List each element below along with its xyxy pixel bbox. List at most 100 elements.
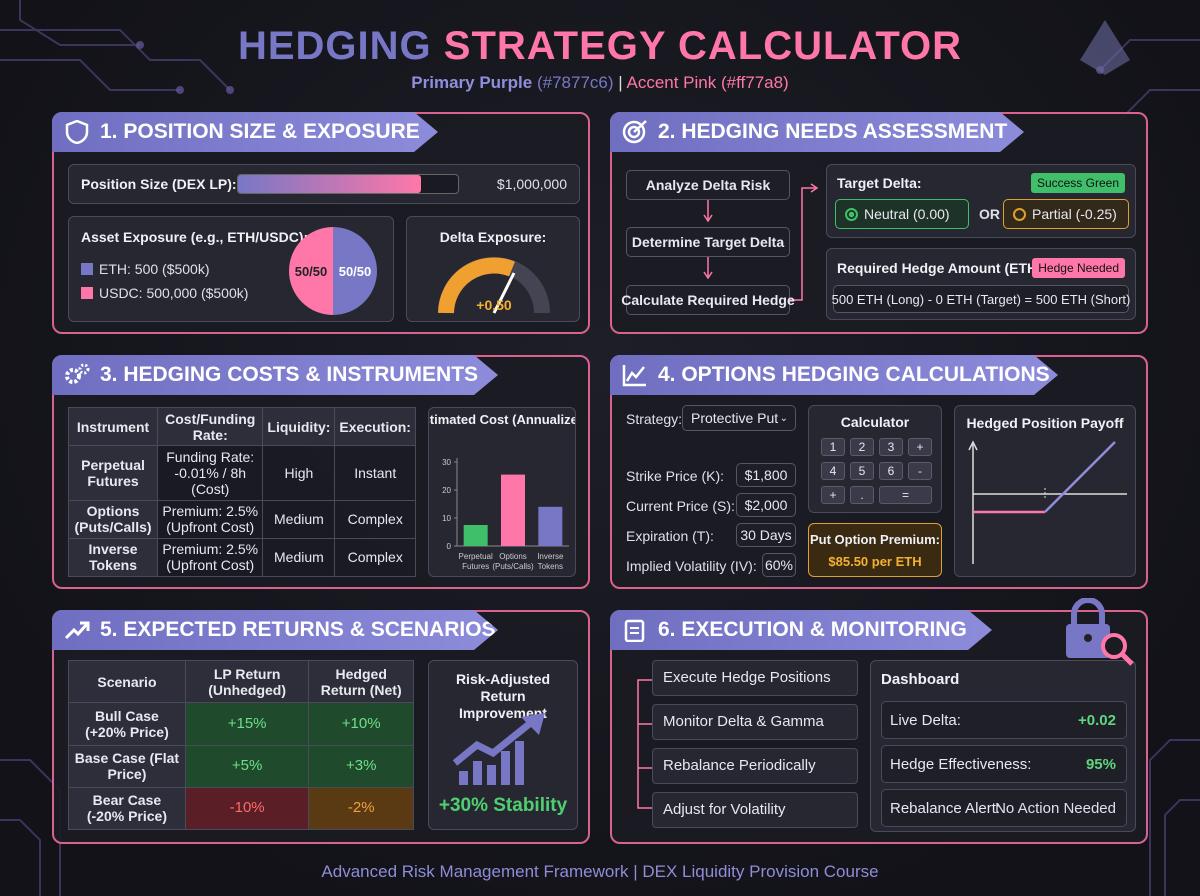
x-tick-label: Inverse Tokens: [537, 552, 564, 571]
row-header: Bull Case (+20% Price): [68, 702, 186, 746]
panel-costs: 3. HEDGING COSTS & INSTRUMENTS Instrumen…: [52, 355, 590, 589]
x-tick-label: Perpetual Futures: [459, 552, 493, 571]
row-header: Perpetual Futures: [67, 445, 159, 501]
dashboard-card: Dashboard Live Delta: +0.02 Hedge Effectiv…: [870, 660, 1136, 832]
input-value: $1,800: [736, 463, 796, 487]
subtitle-part: |: [618, 73, 623, 92]
cell: Complex: [334, 499, 416, 539]
label: Position Size (DEX LP):: [81, 176, 237, 192]
premium-value: $85.50 per ETH: [828, 554, 922, 569]
label: Required Hedge Amount (ETH):: [837, 260, 1047, 276]
label-line: (Puts/Calls): [492, 562, 534, 571]
label: Target Delta:: [837, 175, 922, 191]
input-value: 30 Days: [736, 523, 796, 547]
title: HEDGING STRATEGY CALCULATOR: [0, 24, 1200, 69]
gears-icon: [64, 363, 90, 387]
column-header: Hedged Return (Net): [308, 659, 414, 704]
title-accent: STRATEGY CALCULATOR: [443, 24, 963, 68]
chart-title: Estimated Cost (Annualized): [429, 412, 575, 427]
y-tick-label: 30: [442, 458, 451, 467]
calculator-key[interactable]: -: [908, 462, 932, 480]
table-row: Inverse Tokens Premium: 2.5% (Upfront Cos…: [67, 537, 416, 578]
bar: [463, 525, 488, 546]
label: Delta Exposure:: [439, 229, 547, 245]
calculator-key[interactable]: 4: [821, 462, 845, 480]
radio-dot: [1013, 208, 1026, 221]
heading-text: 3. HEDGING COSTS & INSTRUMENTS: [100, 363, 479, 386]
calculator-key[interactable]: 3: [879, 438, 903, 456]
payoff-card: Hedged Position Payoff: [954, 405, 1136, 577]
title-primary: HEDGING: [237, 24, 432, 68]
calculator-key[interactable]: 5: [850, 462, 874, 480]
panel-heading: 4. OPTIONS HEDGING CALCULATIONS: [610, 355, 1058, 395]
row-header: Base Case (Flat Price): [68, 744, 186, 788]
cell: Premium: 2.5% (Upfront Cost): [157, 499, 264, 539]
row-header: Options (Puts/Calls): [67, 499, 159, 539]
target-icon: [622, 120, 648, 144]
cell: +10%: [308, 702, 414, 746]
execution-step: Monitor Delta & Gamma: [652, 704, 858, 740]
panel-heading: 2. HEDGING NEEDS ASSESSMENT: [610, 112, 1024, 152]
improvement-value: +30% Stability: [438, 795, 568, 816]
calculator-key[interactable]: 1: [821, 438, 845, 456]
bar-chart: Estimated Cost (Annualized) 0 10 20 30 Perpe…: [414, 412, 590, 571]
legend-swatch: [81, 263, 93, 275]
input-value: $2,000: [736, 493, 796, 517]
label-line: Tokens: [538, 562, 563, 571]
label-line: Futures: [462, 562, 489, 571]
legend-swatch: [81, 287, 93, 299]
or-text: OR: [979, 206, 1000, 222]
y-tick-label: 0: [447, 542, 452, 551]
pie-label: 50/50: [339, 264, 372, 279]
dashboard-title: Dashboard: [881, 671, 960, 688]
table-wrap: Instrument Cost/Funding Rate: Liquidity: Ex…: [67, 406, 416, 578]
calculator-key[interactable]: 2: [850, 438, 874, 456]
panel-heading: 6. EXECUTION & MONITORING: [610, 610, 992, 650]
bar: [501, 474, 525, 546]
metric-label: Live Delta:: [890, 712, 961, 729]
input-label: Current Price (S):: [626, 498, 735, 514]
panel-position: 1. POSITION SIZE & EXPOSURE Position Siz…: [52, 112, 590, 334]
metric-value: 95%: [1085, 756, 1116, 773]
metric-label: Rebalance Alert:: [890, 800, 1001, 817]
radio-option[interactable]: Partial (-0.25): [1003, 199, 1129, 229]
legend-text: ETH: 500 ($500k): [99, 261, 210, 277]
cell: +5%: [184, 744, 310, 788]
radio-option[interactable]: Neutral (0.00): [835, 199, 969, 229]
costs-table: Instrument Cost/Funding Rate: Liquidity: Ex…: [67, 406, 416, 578]
progress-track: [237, 174, 459, 194]
y-tick-label: 20: [442, 486, 451, 495]
table-row: Base Case (Flat Price) +5% +3%: [68, 744, 414, 788]
panel-heading: 5. EXPECTED RETURNS & SCENARIOS: [52, 610, 498, 650]
clipboard-icon: [622, 618, 648, 642]
cell: Premium: 2.5% (Upfront Cost): [157, 537, 264, 578]
chart-card: Estimated Cost (Annualized) 0 10 20 30 Perpe…: [414, 407, 590, 577]
execution-step: Execute Hedge Positions: [652, 660, 858, 696]
cell: +15%: [184, 702, 310, 746]
input-label: Strike Price (K):: [626, 468, 725, 484]
strategy-select[interactable]: Protective Put ⌄: [682, 405, 796, 431]
cell: -10%: [184, 786, 310, 831]
footer: Advanced Risk Management Framework | DEX…: [321, 862, 879, 881]
trend-icon: [64, 618, 90, 642]
dashboard-row: Rebalance Alert: No Action Needed: [881, 789, 1127, 827]
label-line: Perpetual: [459, 552, 493, 561]
pie-half: [289, 227, 333, 315]
calculator-key[interactable]: +: [908, 438, 932, 456]
improvement-card: Risk-Adjusted Return Improvement +30% St…: [428, 660, 578, 830]
cell: Funding Rate: -0.01% / 8h (Cost): [157, 445, 264, 501]
subtitle-part: Accent Pink: [626, 73, 717, 92]
heading-text: 5. EXPECTED RETURNS & SCENARIOS: [100, 618, 496, 641]
select-caret: ⌄: [779, 412, 788, 424]
returns-table: Scenario LP Return (Unhedged) Hedged Retur…: [68, 659, 414, 831]
heading-text: 2. HEDGING NEEDS ASSESSMENT: [658, 120, 1008, 143]
calculator-key[interactable]: =: [879, 486, 932, 504]
heading-text: 1. POSITION SIZE & EXPOSURE: [100, 120, 420, 143]
calculator-key[interactable]: +: [821, 486, 845, 504]
calculator-key[interactable]: .: [850, 486, 874, 504]
delta-card: Delta Exposure: +0.50: [406, 216, 580, 322]
flow-arrows: [703, 183, 819, 301]
calculator-key[interactable]: 6: [879, 462, 903, 480]
value: $1,000,000: [496, 176, 567, 192]
growth-icon: [453, 713, 545, 785]
